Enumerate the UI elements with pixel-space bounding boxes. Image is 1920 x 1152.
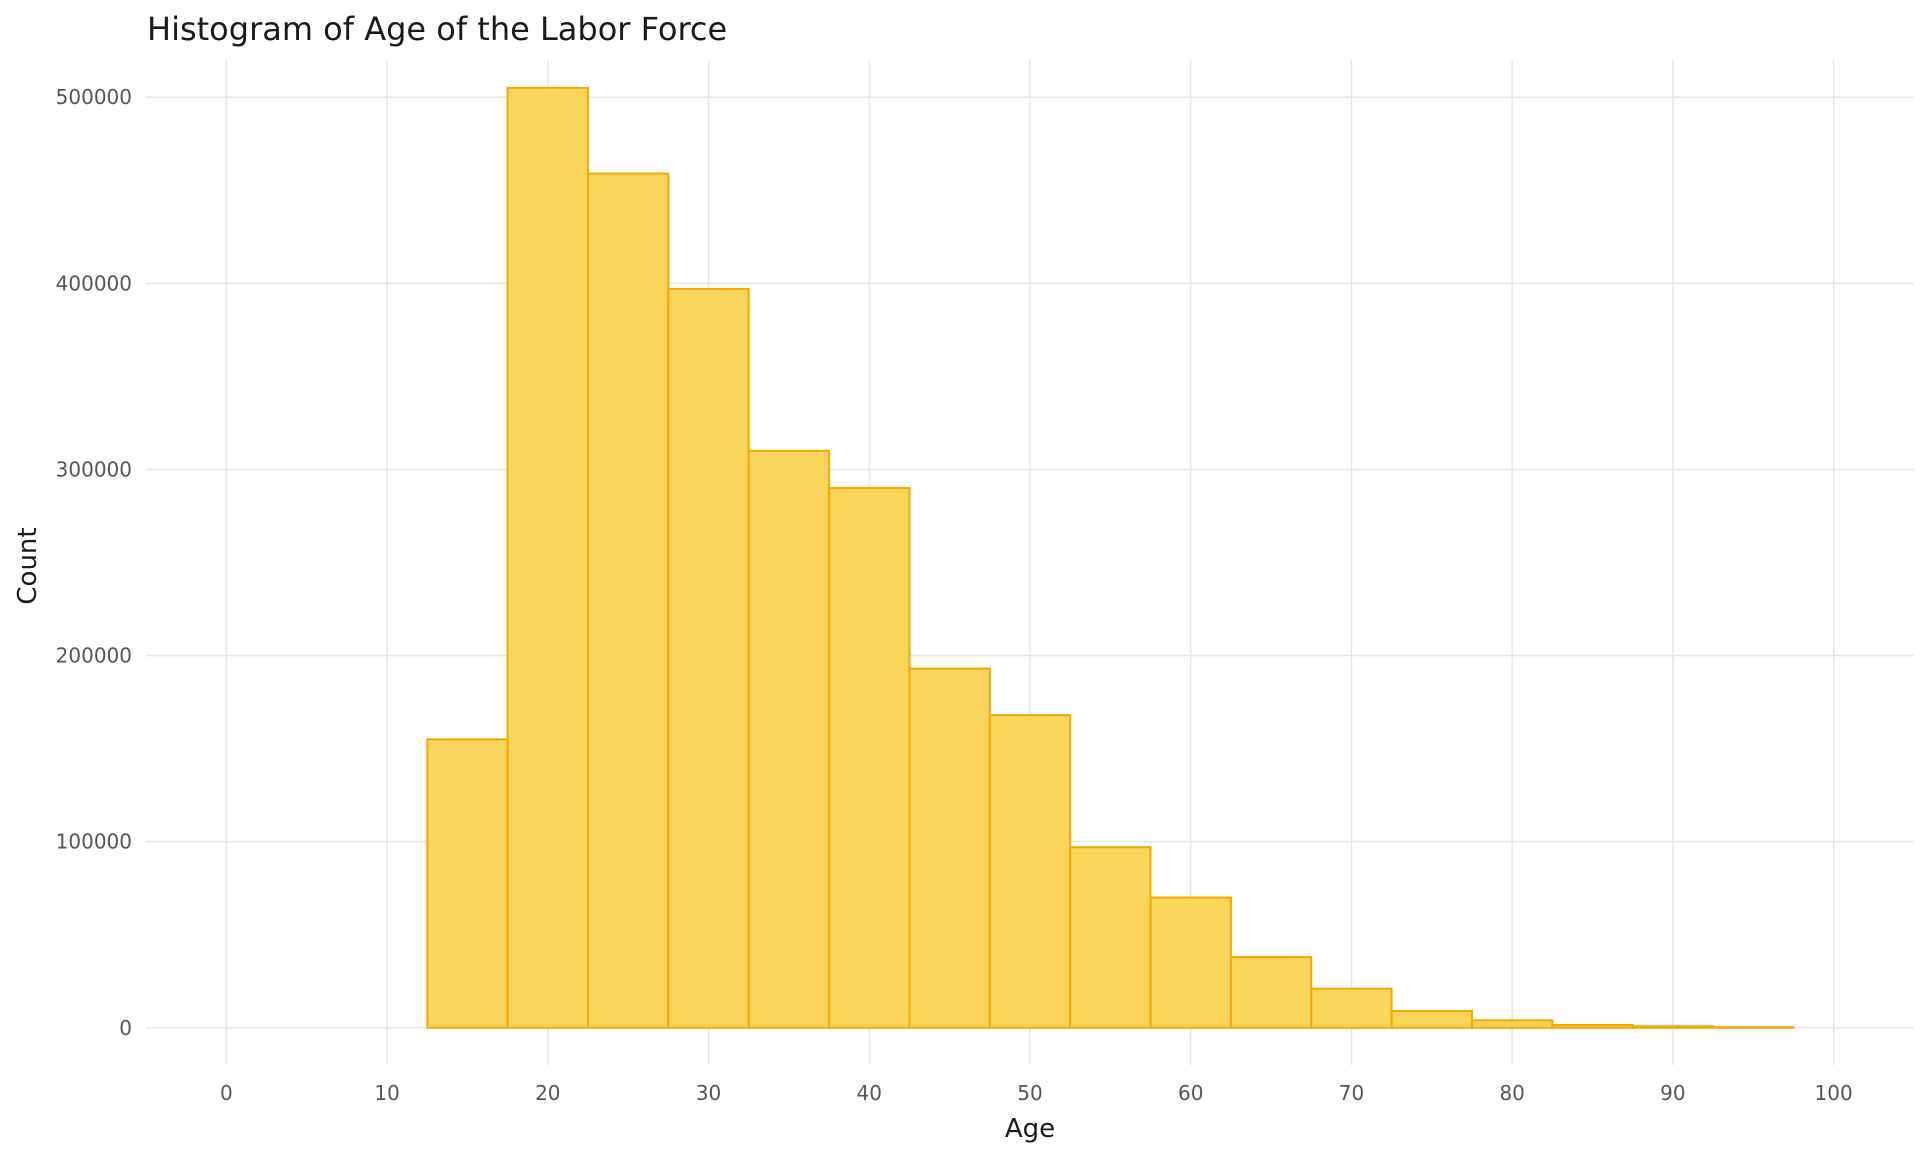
x-tick-label: 60 — [1178, 1081, 1203, 1105]
x-axis-title: Age — [1005, 1114, 1055, 1144]
histogram-bar — [1631, 1025, 1715, 1029]
x-tick-label: 50 — [1017, 1081, 1042, 1105]
histogram-bar — [1712, 1026, 1795, 1029]
histogram-bar — [908, 667, 991, 1029]
x-tick-label: 70 — [1339, 1081, 1364, 1105]
histogram-bar — [426, 738, 509, 1029]
x-tick-label: 20 — [535, 1081, 560, 1105]
histogram-bar — [747, 449, 831, 1029]
y-tick-label: 0 — [119, 1016, 132, 1040]
histogram-bar — [1069, 846, 1152, 1029]
histogram-bar — [1149, 896, 1232, 1029]
x-tick-label: 40 — [857, 1081, 882, 1105]
x-axis-ticks: 0 10 20 30 40 50 60 70 80 90 100 — [220, 1081, 1853, 1105]
x-tick-label: 80 — [1499, 1081, 1524, 1105]
histogram-bar — [667, 287, 750, 1029]
histogram-bar — [988, 714, 1072, 1029]
y-tick-label: 400000 — [56, 271, 132, 295]
histogram-bar — [828, 487, 911, 1029]
x-tick-label: 100 — [1815, 1081, 1853, 1105]
y-tick-label: 100000 — [56, 830, 132, 854]
y-axis-title: Count — [13, 527, 43, 604]
histogram-bar — [1471, 1019, 1554, 1029]
y-tick-label: 200000 — [56, 644, 132, 668]
histogram-bar — [1310, 987, 1393, 1029]
histogram-bar — [506, 86, 589, 1029]
histogram-bar — [1390, 1010, 1473, 1029]
histogram-bar — [1229, 956, 1313, 1029]
x-tick-label: 90 — [1660, 1081, 1685, 1105]
chart-title: Histogram of Age of the Labor Force — [147, 10, 727, 48]
histogram-bars — [426, 86, 1795, 1029]
x-tick-label: 0 — [220, 1081, 233, 1105]
y-tick-label: 500000 — [56, 85, 132, 109]
y-tick-label: 300000 — [56, 457, 132, 481]
histogram-bar — [587, 172, 670, 1029]
x-tick-label: 30 — [696, 1081, 721, 1105]
y-axis-ticks: 0 100000 200000 300000 400000 500000 — [56, 85, 132, 1040]
histogram-bar — [1551, 1023, 1634, 1029]
x-tick-label: 10 — [374, 1081, 399, 1105]
